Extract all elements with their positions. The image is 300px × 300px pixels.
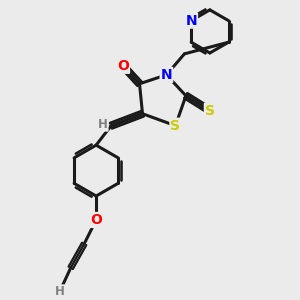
Text: N: N	[160, 68, 172, 82]
Text: H: H	[55, 285, 65, 298]
Text: O: O	[117, 59, 129, 73]
Text: S: S	[170, 119, 180, 133]
Text: N: N	[185, 14, 197, 28]
Text: O: O	[90, 213, 102, 227]
Text: S: S	[205, 104, 215, 118]
Text: H: H	[98, 118, 108, 131]
